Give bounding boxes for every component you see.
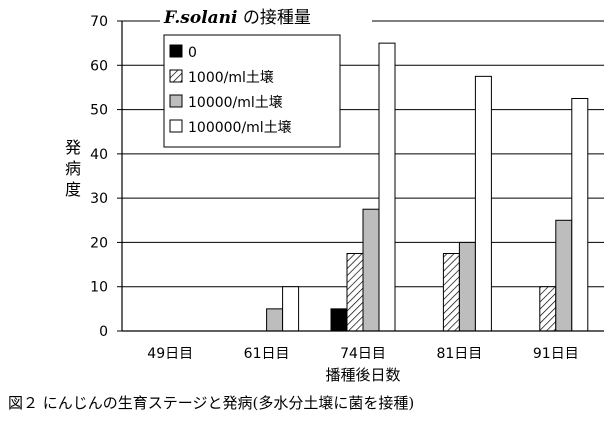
legend-swatch xyxy=(169,69,183,83)
legend-label: 0 xyxy=(188,45,197,61)
bar xyxy=(571,98,589,332)
y-axis-title-char: 病 xyxy=(65,159,81,178)
legend-title-backdrop xyxy=(160,3,372,29)
legend-swatch xyxy=(169,119,183,133)
legend-label: 100000/ml土壌 xyxy=(188,120,292,136)
y-axis-title-char: 発 xyxy=(65,138,81,157)
y-tick-label: 50 xyxy=(90,103,108,119)
bar xyxy=(362,208,380,332)
x-axis-title: 播種後日数 xyxy=(325,366,400,384)
legend-title-text: の接種量 xyxy=(237,8,310,28)
bar xyxy=(474,75,492,332)
bar xyxy=(330,308,348,332)
x-tick-label: 49日目 xyxy=(147,346,193,362)
legend-title-organism: F.solani xyxy=(163,8,237,28)
legend-label: 10000/ml土壌 xyxy=(188,95,283,111)
legend: F.solani の接種量 0 1000/ml土壌 10000/ml土壌 100000/… xyxy=(160,3,372,148)
bar xyxy=(346,253,364,332)
bar xyxy=(458,241,476,332)
bar xyxy=(266,308,284,332)
x-tick-label: 81日目 xyxy=(436,346,482,362)
bar xyxy=(378,42,396,332)
y-tick-label: 70 xyxy=(90,14,108,30)
incidence-bar-chart: 0 10 20 30 40 50 60 70 発病度 49日目 61日目 74日目 81日目 91日目播種… xyxy=(64,3,604,384)
legend-box xyxy=(163,34,341,148)
figure-caption: 図２ にんじんの生育ステージと発病(多水分土壌に菌を接種) xyxy=(8,394,415,412)
y-tick-label: 0 xyxy=(99,324,108,340)
legend-label: 1000/ml土壌 xyxy=(188,70,274,86)
x-tick-label: 91日目 xyxy=(533,346,579,362)
y-axis-title-char: 度 xyxy=(65,180,81,199)
y-tick-label: 30 xyxy=(90,191,108,207)
legend-swatch xyxy=(169,44,183,58)
axes xyxy=(117,20,604,332)
bar xyxy=(539,286,557,332)
legend-swatch xyxy=(169,94,183,108)
bar xyxy=(282,286,300,332)
x-tick-label: 61日目 xyxy=(244,346,290,362)
y-tick-label: 60 xyxy=(90,58,108,74)
y-tick-label: 10 xyxy=(90,280,108,296)
axis-labels: 0 10 20 30 40 50 60 70 発病度 49日目 61日目 74日目 81日目 91日目播種… xyxy=(65,14,579,384)
x-tick-label: 74日目 xyxy=(340,346,386,362)
legend-title: F.solani の接種量 xyxy=(163,8,311,28)
bar xyxy=(442,253,460,332)
y-tick-label: 20 xyxy=(90,235,108,251)
bar xyxy=(555,219,573,332)
y-tick-label: 40 xyxy=(90,147,108,163)
